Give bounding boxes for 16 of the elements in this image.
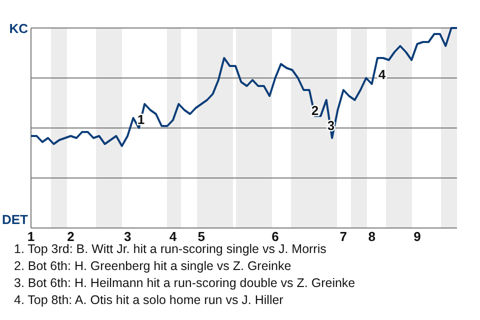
x-tick-label: 5 [198, 229, 206, 244]
text: KC [9, 21, 29, 36]
x-tick-label: 4 [169, 229, 178, 244]
x-tick-label: 7 [340, 229, 348, 244]
x-tick-label: 3 [124, 229, 132, 244]
text: 2. Bot 6th: H. Greenberg hit a single vs Z. Greinke [14, 259, 292, 273]
x-tick-label: 1 [27, 229, 35, 244]
text: DET [2, 212, 28, 227]
text: 4. Top 8th: A. Otis hit a solo home run vs J. Hiller [14, 293, 284, 307]
annotation: 3 [327, 118, 335, 133]
x-tick-label: 8 [368, 229, 376, 244]
text: 1. Top 3rd: B. Witt Jr. hit a run-scoring single vs J. Morris [14, 242, 326, 256]
text: 3. Bot 6th: H. Heilmann hit a run-scoring double vs Z. Greinke [14, 276, 356, 290]
x-tick-label: 6 [272, 229, 279, 244]
x-tick-label: 2 [67, 229, 74, 244]
x-tick-label: 9 [414, 229, 421, 244]
